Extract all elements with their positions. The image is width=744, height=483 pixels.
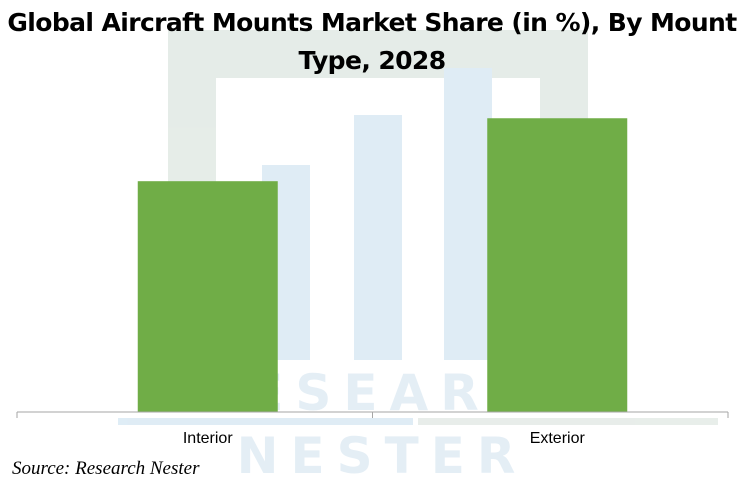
svg-text:NESTER: NESTER bbox=[237, 427, 528, 483]
bar-interior bbox=[137, 181, 278, 412]
watermark-logo: ESEAR NESTER bbox=[118, 30, 718, 483]
x-tick-label: Exterior bbox=[530, 430, 586, 447]
x-tick-label: Interior bbox=[183, 430, 233, 447]
svg-text:ESEAR: ESEAR bbox=[249, 364, 491, 422]
source-note: Source: Research Nester bbox=[12, 458, 200, 479]
bar-exterior bbox=[487, 118, 628, 412]
chart-title: Global Aircraft Mounts Market Share (in … bbox=[7, 8, 737, 75]
